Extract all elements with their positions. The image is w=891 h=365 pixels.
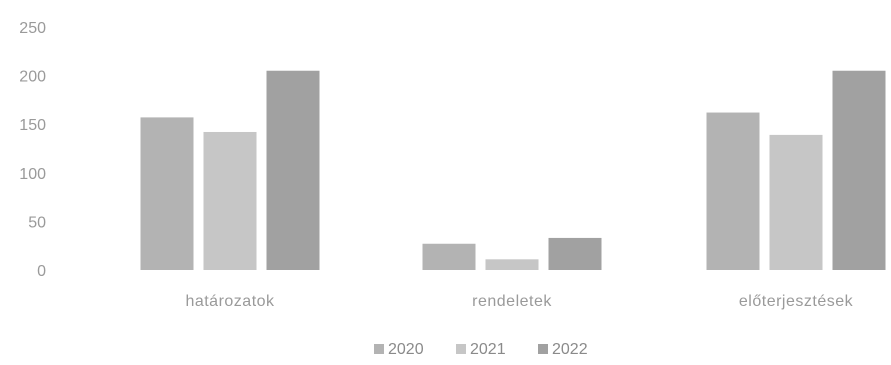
bar-2022-2 [832,70,886,271]
x-axis-labels: határozatok rendeletek előterjesztések [185,293,853,310]
x-category-label: rendeletek [472,293,552,310]
bar-2021-2 [769,134,823,270]
y-axis-ticks: 0 50 100 150 200 250 [19,20,46,280]
bar-2021-1 [485,259,539,270]
bars [140,70,886,271]
bar-2022-0 [266,70,320,271]
y-tick-label: 0 [37,263,46,280]
y-tick-label: 250 [19,20,46,37]
y-tick-label: 200 [19,69,46,86]
x-category-label: előterjesztések [739,293,854,310]
bar-2020-1 [422,243,476,270]
legend-label-2022: 2022 [552,341,588,358]
bar-2021-0 [203,131,257,270]
legend-label-2021: 2021 [470,341,506,358]
x-category-label: határozatok [185,293,275,310]
legend-swatch-2021 [456,344,466,354]
legend-swatch-2022 [538,344,548,354]
legend-label-2020: 2020 [388,341,424,358]
bar-2022-1 [548,237,602,270]
bar-2020-0 [140,117,194,270]
legend: 2020 2021 2022 [374,341,588,358]
y-tick-label: 150 [19,117,46,134]
bar-2020-2 [706,112,760,270]
legend-swatch-2020 [374,344,384,354]
y-tick-label: 100 [19,166,46,183]
y-tick-label: 50 [28,214,46,231]
